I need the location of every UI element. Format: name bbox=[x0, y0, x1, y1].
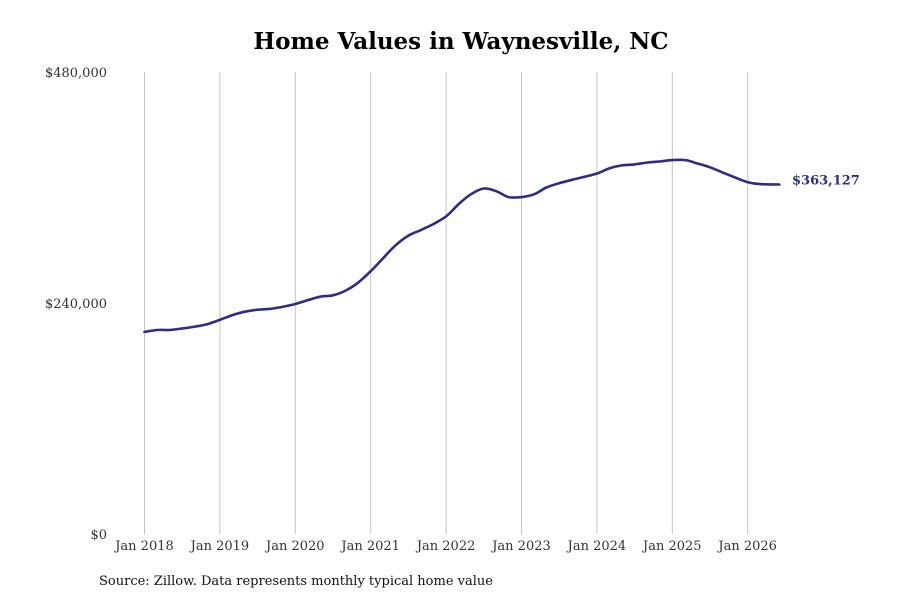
series-line-home-value bbox=[143, 158, 781, 334]
end-value-label: $363,127 bbox=[792, 173, 860, 188]
end-label-layer: $363,127 bbox=[792, 173, 860, 188]
y-axis-ticks: $0 $240,000 $480,000 bbox=[45, 66, 107, 543]
gridlines bbox=[144, 72, 749, 534]
x-tick-label: Jan 2025 bbox=[641, 539, 702, 554]
x-tick-label: Jan 2023 bbox=[490, 539, 551, 554]
y-tick-label: $240,000 bbox=[45, 297, 107, 312]
x-axis-ticks: Jan 2018 Jan 2019 Jan 2020 Jan 2021 Jan 2022… bbox=[113, 539, 777, 554]
series-layer bbox=[143, 158, 781, 334]
x-tick-label: Jan 2020 bbox=[264, 539, 325, 554]
x-tick-label: Jan 2018 bbox=[113, 539, 174, 554]
x-tick-label: Jan 2026 bbox=[716, 539, 777, 554]
y-tick-label: $0 bbox=[90, 528, 107, 543]
source-note: Source: Zillow. Data represents monthly … bbox=[99, 574, 493, 589]
x-tick-label: Jan 2022 bbox=[415, 539, 476, 554]
x-tick-label: Jan 2021 bbox=[339, 539, 400, 554]
chart-title: Home Values in Waynesville, NC bbox=[253, 28, 669, 55]
x-tick-label: Jan 2019 bbox=[189, 539, 250, 554]
y-tick-label: $480,000 bbox=[45, 66, 107, 81]
x-tick-label: Jan 2024 bbox=[566, 539, 627, 554]
